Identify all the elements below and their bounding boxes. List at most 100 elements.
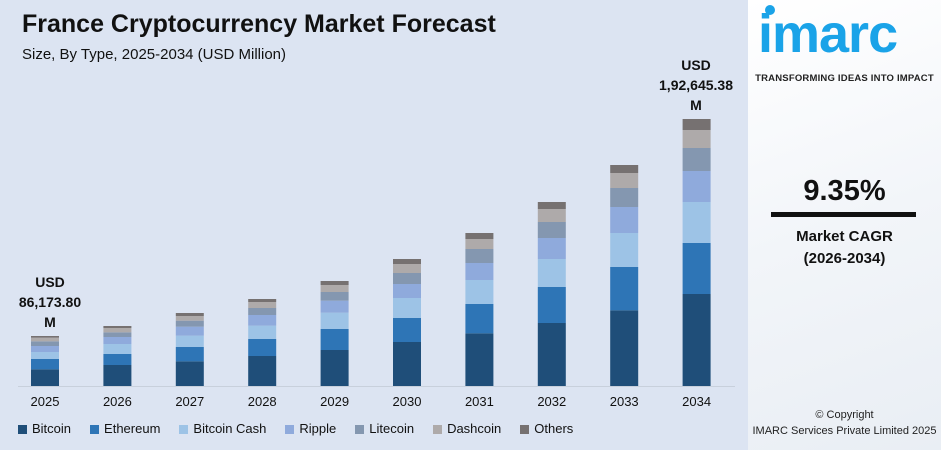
bar-segment-litecoin-2025 [31,341,59,346]
company-name: IMARC Services Private Limited 2025 [752,425,937,437]
legend-swatch [90,424,100,434]
legend-item-ethereum: Ethereum [90,421,160,437]
x-tick-label: 2033 [610,394,639,409]
bar-segment-ethereum-2025 [31,359,59,370]
bar-segment-dashcoin-2025 [31,337,59,342]
bar-segment-ethereum-2030 [393,318,421,342]
total-label-line: M [690,97,702,113]
legend-item-others: Others [520,421,573,437]
bar-segment-dashcoin-2032 [537,209,566,222]
legend-item-dashcoin: Dashcoin [433,421,501,437]
bar-segment-others-2034 [682,119,711,130]
bar-segment-bitcoin-2033 [610,310,639,386]
bar-segment-ripple-2028 [248,315,277,326]
bar-segment-litecoin-2033 [610,188,639,207]
bar-segment-bitcoin-2025 [31,369,59,386]
total-label-line: M [44,314,56,330]
bar-segment-ethereum-2026 [103,354,132,365]
total-label-line: 86,173.80 [18,294,82,310]
bar-segment-dashcoin-2027 [175,316,204,321]
bar-segment-bitcoin-cash-2025 [31,352,59,359]
x-tick-label: 2025 [31,394,60,409]
bar-segment-others-2031 [465,233,494,239]
legend-item-bitcoin-cash: Bitcoin Cash [179,421,266,437]
legend-label: Ripple [299,421,337,436]
divider [771,212,916,217]
x-tick-label: 2030 [393,394,422,409]
bar-segment-others-2027 [175,313,204,316]
bar-segment-ethereum-2033 [610,267,639,311]
legend-label: Dashcoin [447,421,502,436]
bar-segment-bitcoin-2029 [320,350,349,386]
bar-segment-others-2033 [610,165,639,173]
bar-segment-ethereum-2034 [682,243,711,294]
legend-swatch [520,424,530,434]
total-label-line: 1,92,645.38 [659,77,733,93]
x-tick-label: 2029 [320,394,349,409]
bar-segment-bitcoin-2027 [175,361,204,386]
bar-segment-others-2026 [103,326,132,328]
bar-segment-litecoin-2026 [103,332,132,337]
bar-segment-ripple-2029 [320,300,349,313]
total-label-2034: USD 1,92,645.38 M [646,55,746,115]
legend-label: Others [534,421,574,436]
bar-segment-bitcoin-cash-2029 [320,312,349,329]
bar-segment-others-2028 [248,299,277,302]
bar-segment-litecoin-2031 [465,249,494,263]
bar-segment-litecoin-2029 [320,292,349,301]
bar-segment-bitcoin-cash-2031 [465,280,494,304]
bar-segment-bitcoin-2030 [393,342,421,386]
bar-segment-ripple-2033 [610,207,639,233]
bar-segment-bitcoin-2026 [103,365,132,386]
bar-segment-others-2029 [320,281,349,285]
legend-swatch [179,424,189,434]
bar-segment-bitcoin-cash-2026 [103,344,132,354]
bar-segment-dashcoin-2031 [465,239,494,249]
bar-segment-ethereum-2028 [248,339,277,356]
bar-segment-others-2032 [537,202,566,209]
bar-segment-bitcoin-2031 [465,333,494,386]
bar-segment-ethereum-2032 [537,287,566,323]
x-tick-label: 2032 [537,394,566,409]
chart-area: France Cryptocurrency Market Forecast Si… [18,10,746,437]
legend-item-ripple: Ripple [285,421,336,437]
tagline: TRANSFORMING IDEAS INTO IMPACT [755,73,934,84]
bar-segment-ripple-2032 [537,238,566,259]
bar-segment-ethereum-2031 [465,304,494,334]
bar-segment-dashcoin-2030 [393,264,421,273]
bar-segment-litecoin-2034 [682,148,711,171]
x-tick-label: 2026 [103,394,132,409]
total-label-line: USD [35,274,65,290]
legend-item-bitcoin: Bitcoin [18,421,71,437]
bar-segment-dashcoin-2029 [320,285,349,292]
cagr-period: (2026-2034) [803,250,886,267]
cagr-label-text: Market CAGR [796,228,893,245]
bar-segment-bitcoin-2028 [248,356,277,386]
bar-segment-bitcoin-cash-2030 [393,298,421,318]
bar-segment-ripple-2025 [31,346,59,352]
bar-segment-bitcoin-cash-2027 [175,335,204,347]
x-tick-label: 2027 [175,394,204,409]
legend-label: Ethereum [104,421,161,436]
chart-subtitle: Size, By Type, 2025-2034 (USD Million) [22,46,287,63]
legend-swatch [355,424,365,434]
copyright: © Copyright IMARC Services Private Limit… [748,407,941,439]
legend-label: Litecoin [369,421,415,436]
x-tick-label: 2034 [682,394,711,409]
bar-segment-litecoin-2028 [248,308,277,315]
total-label-line: USD [681,57,711,73]
bar-segment-ripple-2030 [393,284,421,298]
bar-segment-others-2030 [393,259,421,264]
bar-segment-ripple-2034 [682,171,711,202]
legend-item-litecoin: Litecoin [355,421,414,437]
x-tick-label: 2031 [465,394,494,409]
bar-segment-bitcoin-2032 [537,323,566,386]
copyright-label: © Copyright [815,409,874,421]
bar-segment-bitcoin-cash-2032 [537,259,566,287]
cagr-value: 9.35% [803,175,886,207]
legend-swatch [18,424,27,434]
legend-swatch [285,424,295,434]
bar-segment-bitcoin-cash-2033 [610,233,639,267]
bar-segment-dashcoin-2033 [610,173,639,188]
bar-segment-bitcoin-cash-2034 [682,202,711,243]
